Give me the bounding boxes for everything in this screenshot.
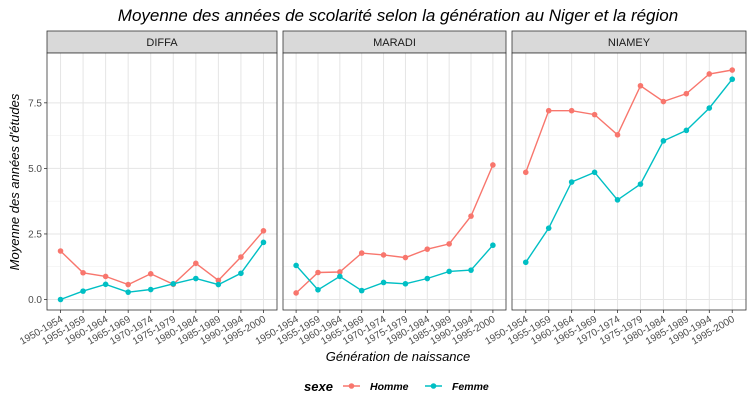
data-point-diffa-homme	[57, 248, 64, 254]
series-line-niamey-homme	[525, 69, 733, 173]
data-point-maradi-homme	[293, 290, 299, 296]
legend-key-point-homme	[348, 383, 355, 389]
data-point-maradi-homme	[424, 246, 431, 252]
data-point-niamey-homme	[637, 82, 644, 89]
data-point-diffa-homme	[260, 228, 267, 234]
data-point-niamey-homme	[545, 107, 552, 114]
data-point-maradi-femme	[293, 262, 299, 269]
series-line-maradi-homme	[295, 164, 494, 294]
data-point-maradi-femme	[424, 275, 431, 282]
data-point-maradi-femme	[446, 268, 452, 275]
data-point-diffa-femme	[238, 270, 244, 277]
legend: sexe Homme Femme	[304, 379, 489, 394]
data-point-niamey-homme	[660, 98, 667, 105]
data-point-maradi-homme	[468, 213, 474, 219]
data-point-diffa-femme	[147, 286, 154, 293]
panels: DIFFA1950-19541955-19591960-19641965-196…	[18, 30, 747, 348]
data-point-diffa-femme	[215, 281, 222, 288]
data-point-maradi-femme	[358, 287, 365, 294]
data-point-niamey-homme	[683, 90, 690, 97]
data-point-diffa-homme	[147, 271, 154, 277]
data-point-maradi-femme	[468, 267, 474, 273]
data-point-diffa-femme	[125, 289, 131, 295]
strip-label-diffa: DIFFA	[146, 37, 178, 49]
data-point-diffa-femme	[57, 296, 64, 303]
data-point-diffa-homme	[102, 273, 109, 280]
data-point-niamey-femme	[683, 127, 690, 134]
data-point-maradi-femme	[490, 242, 496, 249]
data-point-maradi-homme	[337, 269, 343, 275]
y-tick-label: 7.5	[28, 98, 42, 109]
legend-title: sexe	[304, 379, 333, 394]
data-point-diffa-femme	[80, 288, 86, 294]
data-point-maradi-homme	[358, 250, 365, 256]
data-point-niamey-femme	[637, 181, 644, 187]
data-point-niamey-femme	[614, 197, 621, 203]
y-tick-label: 0.0	[28, 295, 42, 306]
panel-maradi: MARADI1950-19541955-19591960-19641965-19…	[254, 30, 507, 348]
panel-bg-diffa	[47, 53, 277, 310]
legend-label-femme: Femme	[452, 381, 489, 393]
data-point-maradi-homme	[380, 252, 387, 258]
chart-title: Moyenne des années de scolarité selon la…	[118, 6, 678, 25]
data-point-niamey-homme	[614, 132, 621, 138]
series-line-niamey-femme	[525, 78, 733, 263]
data-point-diffa-homme	[238, 254, 244, 260]
data-point-diffa-homme	[125, 281, 131, 288]
data-point-niamey-homme	[568, 107, 575, 114]
data-point-niamey-femme	[568, 179, 575, 185]
panel-niamey: NIAMEY1950-19541955-19591960-19641965-19…	[483, 30, 747, 348]
data-point-maradi-femme	[380, 279, 387, 286]
strip-label-maradi: MARADI	[373, 37, 416, 49]
panel-border-diffa	[46, 52, 278, 311]
panel-border-maradi	[282, 52, 507, 311]
data-point-niamey-femme	[729, 76, 736, 83]
data-point-maradi-homme	[446, 241, 452, 247]
data-point-maradi-homme	[315, 269, 321, 276]
panel-bg-maradi	[283, 53, 506, 310]
data-point-maradi-femme	[315, 287, 321, 293]
data-point-niamey-homme	[706, 71, 713, 77]
y-tick-label: 2.5	[28, 229, 42, 240]
data-point-niamey-homme	[729, 67, 736, 73]
series-line-diffa-homme	[60, 230, 265, 286]
y-axis-title: Moyenne des années d'études	[7, 93, 22, 270]
legend-key-point-femme	[430, 383, 437, 389]
data-point-diffa-femme	[170, 280, 177, 287]
data-point-niamey-femme	[591, 169, 598, 176]
data-point-niamey-homme	[522, 169, 529, 176]
data-point-diffa-femme	[260, 239, 267, 246]
data-point-maradi-femme	[337, 273, 343, 280]
data-point-diffa-femme	[102, 281, 109, 288]
data-point-maradi-homme	[402, 254, 409, 261]
series-line-diffa-femme	[60, 241, 265, 301]
y-axis: 0.0 2.5 5.0 7.5	[28, 98, 47, 306]
data-point-diffa-homme	[193, 260, 199, 267]
y-tick-label: 5.0	[28, 164, 42, 175]
series-line-maradi-femme	[295, 244, 494, 292]
panel-border-niamey	[511, 52, 747, 311]
data-point-diffa-femme	[193, 275, 199, 282]
strip-label-niamey: NIAMEY	[608, 37, 651, 49]
legend-label-homme: Homme	[370, 381, 409, 393]
x-axis-title: Génération de naissance	[326, 349, 471, 364]
panel-bg-niamey	[512, 53, 746, 310]
data-point-niamey-femme	[706, 105, 713, 111]
data-point-niamey-femme	[545, 225, 552, 231]
data-point-niamey-femme	[660, 138, 667, 144]
data-point-diffa-homme	[80, 269, 86, 276]
data-point-maradi-femme	[402, 280, 409, 287]
data-point-niamey-femme	[522, 259, 529, 266]
data-point-diffa-homme	[215, 277, 222, 284]
data-point-maradi-homme	[490, 162, 496, 168]
panel-diffa: DIFFA1950-19541955-19591960-19641965-196…	[18, 30, 278, 348]
data-point-niamey-homme	[591, 111, 598, 118]
